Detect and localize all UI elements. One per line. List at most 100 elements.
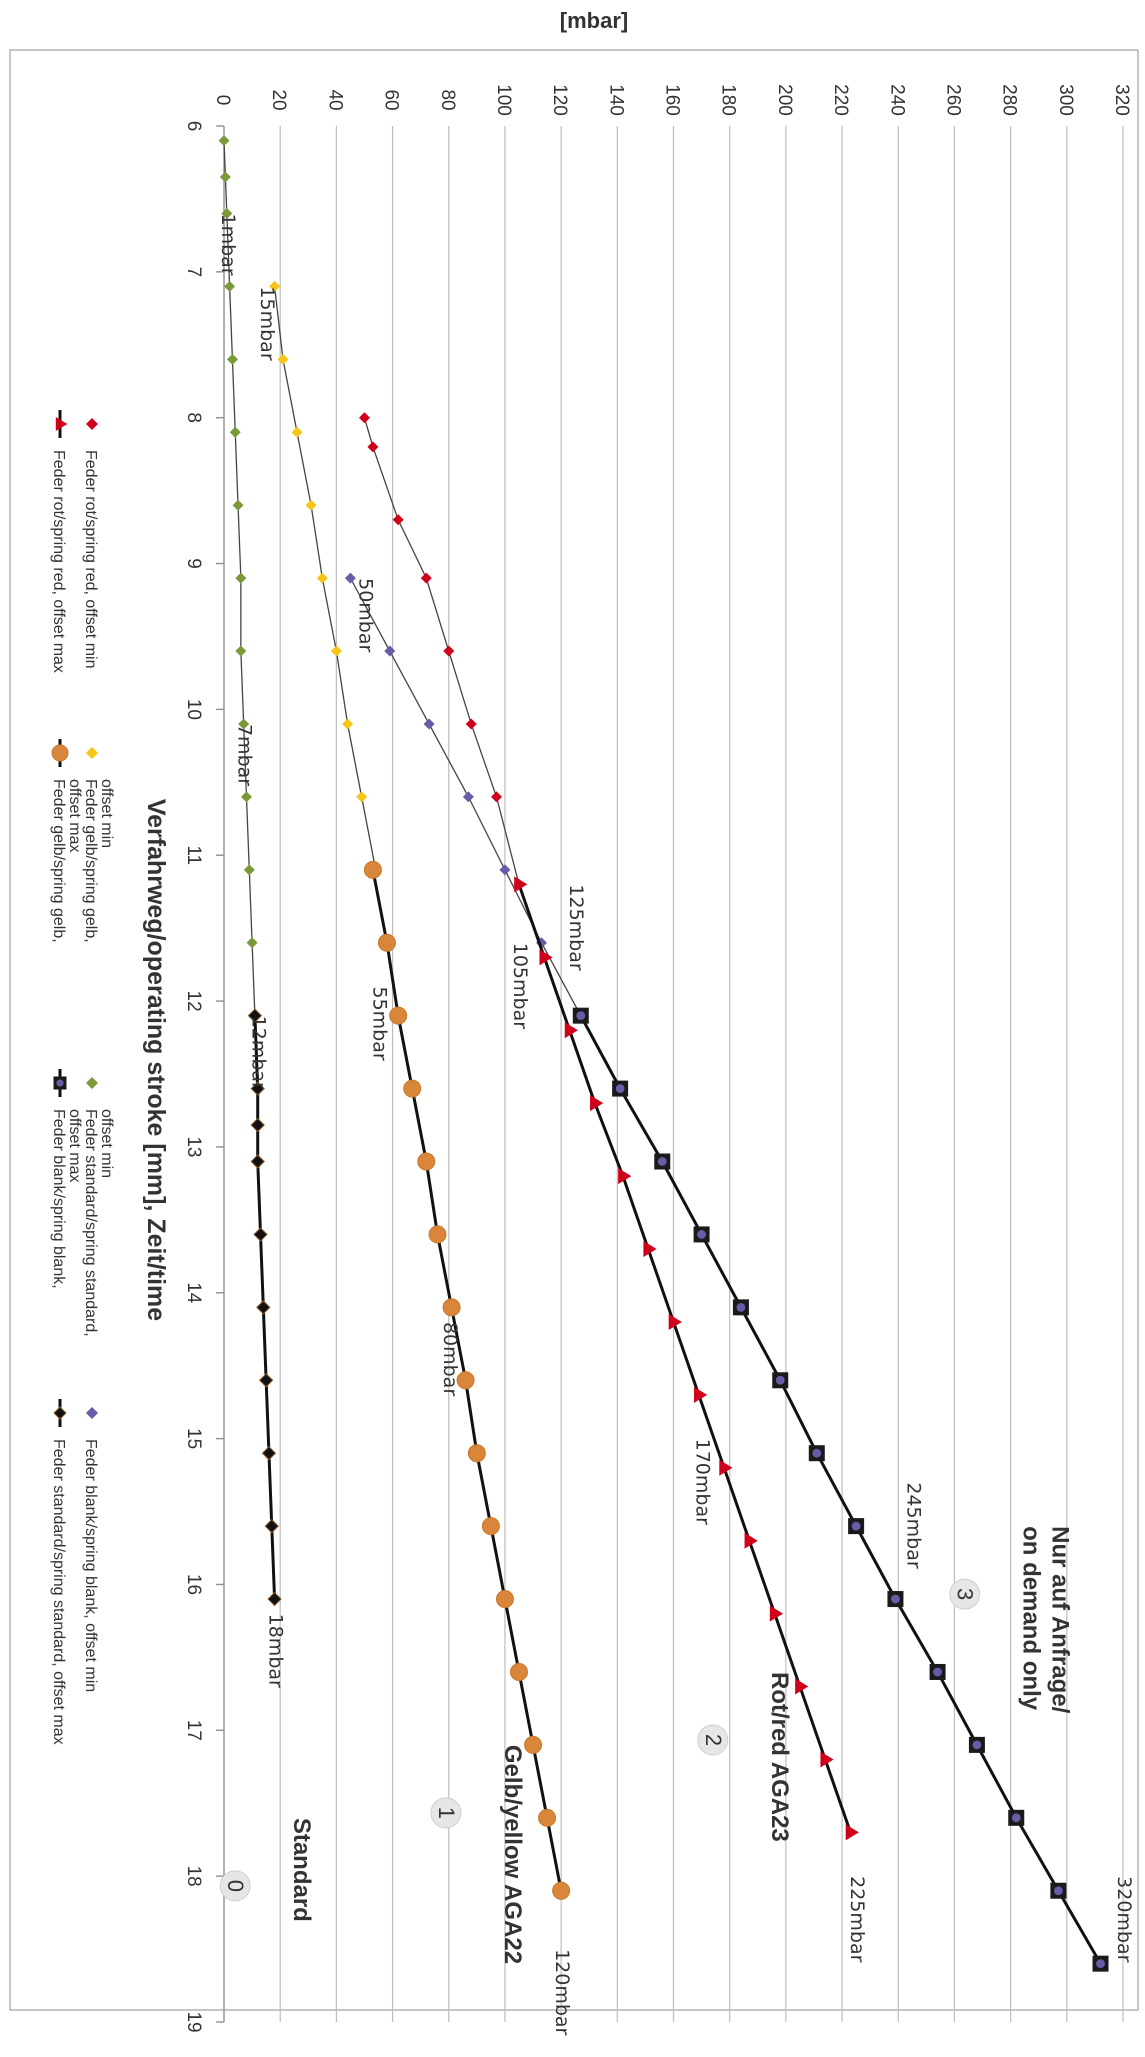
unit-title: [mbar]	[560, 8, 628, 33]
data-point	[509, 1662, 528, 1681]
value-annotation: 12mbar	[248, 1016, 270, 1090]
zone-number: 3	[953, 1588, 978, 1600]
legend-marker	[86, 1077, 98, 1089]
marker-inner	[972, 1740, 982, 1750]
data-point	[443, 645, 455, 657]
data-point	[226, 353, 238, 365]
data-point	[235, 645, 247, 657]
legend-label: Feder standard/spring standard, offset m…	[50, 1439, 67, 1745]
zone-title: Nur auf Anfrage/	[1047, 1526, 1074, 1713]
data-point	[929, 1663, 946, 1680]
data-point	[240, 791, 252, 803]
x-tick-label: 10	[183, 699, 204, 720]
x-tick-label: 8	[183, 412, 204, 423]
x-tick-label: 18	[183, 1866, 204, 1887]
data-point	[238, 718, 250, 730]
data-point	[403, 1079, 422, 1098]
marker-inner	[933, 1667, 942, 1677]
data-point	[769, 1605, 784, 1622]
value-annotation: 125mbar	[565, 884, 587, 970]
legend-marker	[86, 418, 98, 430]
data-point	[235, 572, 247, 584]
zone-number-badge	[697, 1724, 729, 1756]
data-point	[514, 876, 528, 893]
value-annotation: 18mbar	[265, 1614, 287, 1688]
annotation-layer: 1mbar 15mbar 50mbar 7mbar 125mbar 105mbar 55mb…	[217, 214, 1135, 2036]
data-point	[467, 1444, 486, 1463]
x-tick-label: 13	[183, 1136, 204, 1157]
legend-label: Feder rot/spring red, offset max	[50, 450, 67, 673]
value-annotation: 170mbar	[692, 1439, 714, 1525]
y-tick-label: 320	[1111, 84, 1132, 116]
y-tick-label: 20	[268, 89, 289, 110]
marker-inner	[1011, 1813, 1021, 1823]
data-point	[772, 1372, 789, 1389]
legend-item-7: Feder blank/spring blank,offset max	[50, 1069, 83, 1289]
data-point	[795, 1678, 809, 1695]
legend-item-8: Feder standard/spring standard, offset m…	[50, 1399, 67, 1745]
data-point	[377, 933, 396, 952]
legend-item-6: Feder gelb/spring gelb,offset max	[50, 739, 83, 943]
data-point	[845, 1824, 859, 1841]
data-point	[1092, 1955, 1109, 1972]
x-axis-label: Verfahrweg/operating stroke [mm], Zeit/t…	[142, 799, 170, 1321]
data-point	[456, 1371, 475, 1390]
data-point	[358, 412, 370, 424]
data-point	[392, 514, 404, 526]
data-point	[491, 791, 503, 803]
data-point	[668, 1313, 682, 1330]
data-point	[654, 1153, 671, 1170]
zone-label-3: Nur auf Anfrage/on demand only 3	[949, 1526, 1074, 1714]
value-annotation: 80mbar	[439, 1322, 461, 1396]
marker-inner	[697, 1230, 706, 1239]
data-point	[363, 860, 382, 879]
grid	[216, 125, 1124, 2023]
zone-number-badge	[949, 1578, 981, 1610]
data-point	[744, 1532, 758, 1549]
data-point	[524, 1735, 543, 1754]
legend-marker	[51, 744, 69, 762]
data-point	[1050, 1882, 1067, 1899]
legend-marker	[86, 747, 98, 759]
series-line	[223, 140, 256, 1016]
data-point	[1008, 1809, 1025, 1826]
legend-label: Feder blank/spring blank,offset max	[50, 1109, 83, 1289]
value-annotation: 225mbar	[846, 1876, 868, 1962]
value-annotation: 105mbar	[509, 943, 531, 1029]
series-7	[572, 1007, 1109, 1972]
legend-label: Feder blank/spring blank, offset min	[82, 1439, 99, 1692]
legend-marker	[55, 417, 68, 431]
series-line	[517, 883, 852, 1833]
data-point	[590, 1095, 604, 1112]
zone-title: Gelb/yellow AGA22	[499, 1745, 526, 1964]
y-tick-label: 180	[718, 84, 739, 116]
y-tick-label: 200	[774, 84, 795, 116]
data-point	[316, 572, 328, 584]
data-point	[344, 572, 356, 584]
data-point	[552, 1881, 571, 1900]
data-point	[417, 1152, 436, 1171]
data-point	[232, 499, 244, 511]
data-point	[264, 1518, 279, 1534]
legend-label: Feder rot/spring red, offset min	[82, 450, 99, 668]
zone-title: on demand only	[1018, 1526, 1045, 1711]
data-point	[384, 645, 396, 657]
data-point	[218, 135, 230, 147]
value-annotation: 1mbar	[217, 214, 239, 276]
marker-inner	[56, 1079, 64, 1087]
series-layer	[218, 135, 1109, 1972]
data-point	[968, 1736, 985, 1753]
marker-inner	[615, 1084, 625, 1093]
data-point	[539, 949, 553, 966]
series-4	[344, 572, 587, 1022]
legend-label-line: Feder gelb/spring gelb,	[82, 779, 99, 943]
data-point	[261, 1445, 277, 1461]
y-tick-label: 120	[549, 84, 570, 116]
zone-number: 2	[701, 1734, 726, 1746]
series-line	[363, 417, 520, 885]
zone-number: 0	[223, 1880, 248, 1892]
x-tick-label: 14	[183, 1282, 204, 1304]
legend-item-5: Feder rot/spring red, offset max	[50, 410, 68, 673]
series-line	[579, 1014, 1102, 1965]
